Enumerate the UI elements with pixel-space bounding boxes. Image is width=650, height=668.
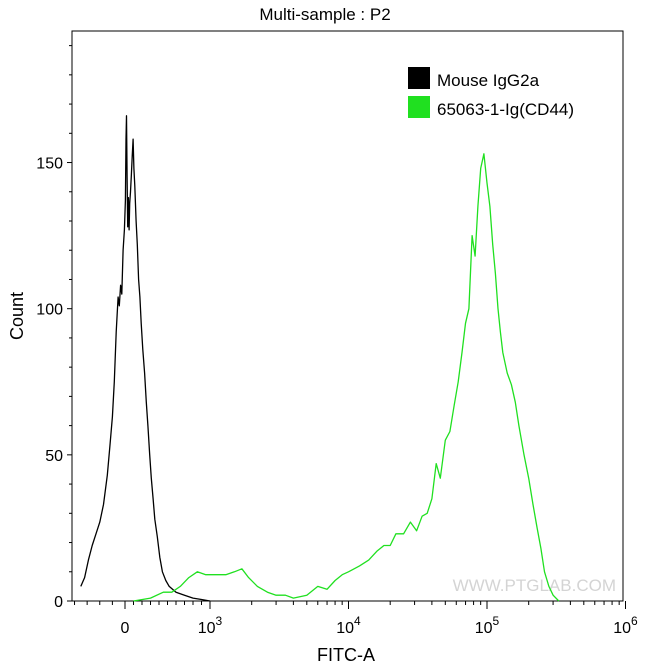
series-line-1 xyxy=(133,153,560,602)
chart-title: Multi-sample : P2 xyxy=(259,5,390,24)
legend-swatch-cd44 xyxy=(408,96,430,118)
plot-frame xyxy=(71,30,624,602)
x-axis-label: FITC-A xyxy=(317,645,375,665)
x-tick-label: 0 xyxy=(121,620,130,637)
x-axis: 0 103 104 105 106 xyxy=(74,601,638,637)
x-tick-label: 103 xyxy=(198,614,223,637)
y-tick-label: 0 xyxy=(54,594,63,611)
legend: Mouse IgG2a 65063-1-Ig(CD44) xyxy=(408,67,574,119)
y-axis: 0 50 100 150 xyxy=(36,45,72,611)
x-tick-label: 106 xyxy=(613,614,638,637)
x-tick-label: 105 xyxy=(475,614,500,637)
series-line-0 xyxy=(80,115,211,602)
y-tick-label: 50 xyxy=(45,448,63,465)
legend-label-cd44: 65063-1-Ig(CD44) xyxy=(437,100,574,119)
y-tick-label: 150 xyxy=(36,156,63,173)
x-tick-label: 104 xyxy=(336,614,361,637)
series-layer xyxy=(80,115,560,602)
y-axis-label: Count xyxy=(7,292,27,340)
legend-label-isotype: Mouse IgG2a xyxy=(437,71,540,90)
legend-swatch-isotype xyxy=(408,67,430,89)
y-tick-label: 100 xyxy=(36,302,63,319)
watermark: WWW.PTGLAB.COM xyxy=(453,576,616,595)
